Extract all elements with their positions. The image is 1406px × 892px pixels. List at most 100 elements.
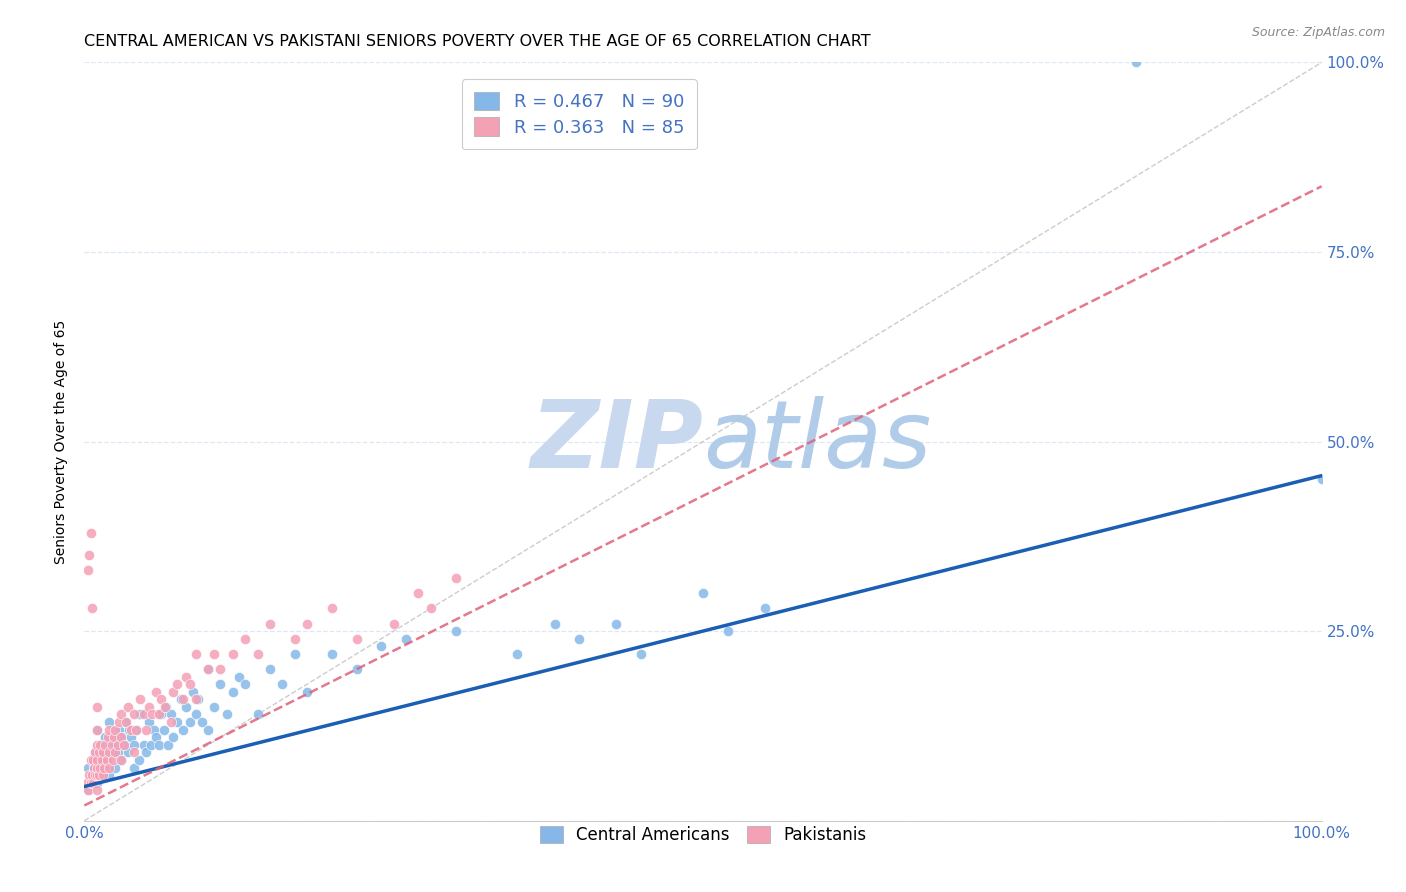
Point: [86, 723, 108, 737]
Point: [754, 601, 776, 615]
Point: [197, 662, 219, 676]
Point: [98, 760, 121, 774]
Point: [259, 616, 281, 631]
Point: [346, 632, 368, 646]
Point: [160, 707, 183, 722]
Point: [141, 707, 163, 722]
Point: [138, 699, 160, 714]
Point: [259, 662, 281, 676]
Point: [89, 738, 111, 752]
Point: [148, 707, 170, 722]
Point: [370, 639, 392, 653]
Point: [152, 723, 174, 737]
Point: [202, 647, 225, 661]
Point: [89, 768, 111, 782]
Point: [321, 601, 343, 615]
Point: [197, 723, 219, 737]
Point: [110, 730, 132, 744]
Point: [141, 738, 163, 752]
Point: [80, 601, 103, 615]
Point: [128, 753, 150, 767]
Point: [90, 753, 112, 767]
Point: [76, 776, 98, 790]
Point: [96, 753, 118, 767]
Point: [108, 723, 131, 737]
Point: [91, 768, 114, 782]
Point: [395, 632, 418, 646]
Point: [97, 730, 120, 744]
Point: [132, 738, 155, 752]
Point: [83, 760, 105, 774]
Point: [271, 677, 294, 691]
Point: [101, 753, 124, 767]
Point: [295, 616, 318, 631]
Point: [77, 783, 100, 797]
Point: [120, 723, 142, 737]
Point: [160, 715, 183, 730]
Point: [118, 723, 141, 737]
Point: [117, 746, 139, 760]
Point: [179, 715, 201, 730]
Point: [120, 730, 142, 744]
Legend: Central Americans, Pakistanis: Central Americans, Pakistanis: [530, 816, 876, 854]
Point: [321, 647, 343, 661]
Point: [82, 753, 104, 767]
Point: [202, 699, 225, 714]
Point: [228, 669, 250, 683]
Point: [125, 723, 148, 737]
Point: [150, 707, 173, 722]
Point: [89, 746, 111, 760]
Point: [222, 685, 245, 699]
Point: [89, 768, 111, 782]
Point: [107, 738, 129, 752]
Point: [86, 699, 108, 714]
Point: [91, 760, 114, 774]
Point: [145, 685, 167, 699]
Point: [209, 677, 232, 691]
Point: [112, 738, 135, 752]
Point: [80, 768, 103, 782]
Point: [108, 715, 131, 730]
Point: [104, 760, 127, 774]
Point: [174, 669, 197, 683]
Point: [233, 632, 256, 646]
Point: [77, 564, 100, 578]
Point: [506, 647, 529, 661]
Point: [172, 723, 194, 737]
Point: [100, 738, 122, 752]
Text: atlas: atlas: [703, 396, 931, 487]
Point: [104, 723, 127, 737]
Point: [98, 723, 121, 737]
Point: [717, 624, 740, 639]
Point: [104, 738, 127, 752]
Point: [346, 662, 368, 676]
Point: [112, 738, 135, 752]
Point: [79, 776, 101, 790]
Point: [246, 707, 269, 722]
Point: [246, 647, 269, 661]
Point: [110, 753, 132, 767]
Point: [184, 692, 207, 706]
Point: [86, 723, 108, 737]
Point: [444, 624, 467, 639]
Point: [184, 707, 207, 722]
Point: [179, 677, 201, 691]
Point: [100, 746, 122, 760]
Point: [84, 768, 107, 782]
Point: [295, 685, 318, 699]
Point: [1125, 55, 1147, 70]
Point: [89, 760, 111, 774]
Point: [135, 746, 157, 760]
Text: ZIP: ZIP: [530, 395, 703, 488]
Point: [408, 586, 430, 600]
Text: Source: ZipAtlas.com: Source: ZipAtlas.com: [1251, 26, 1385, 39]
Point: [91, 746, 114, 760]
Point: [94, 730, 117, 744]
Point: [86, 760, 108, 774]
Point: [115, 715, 138, 730]
Point: [166, 677, 188, 691]
Point: [187, 692, 209, 706]
Point: [86, 753, 108, 767]
Point: [86, 768, 108, 782]
Point: [86, 776, 108, 790]
